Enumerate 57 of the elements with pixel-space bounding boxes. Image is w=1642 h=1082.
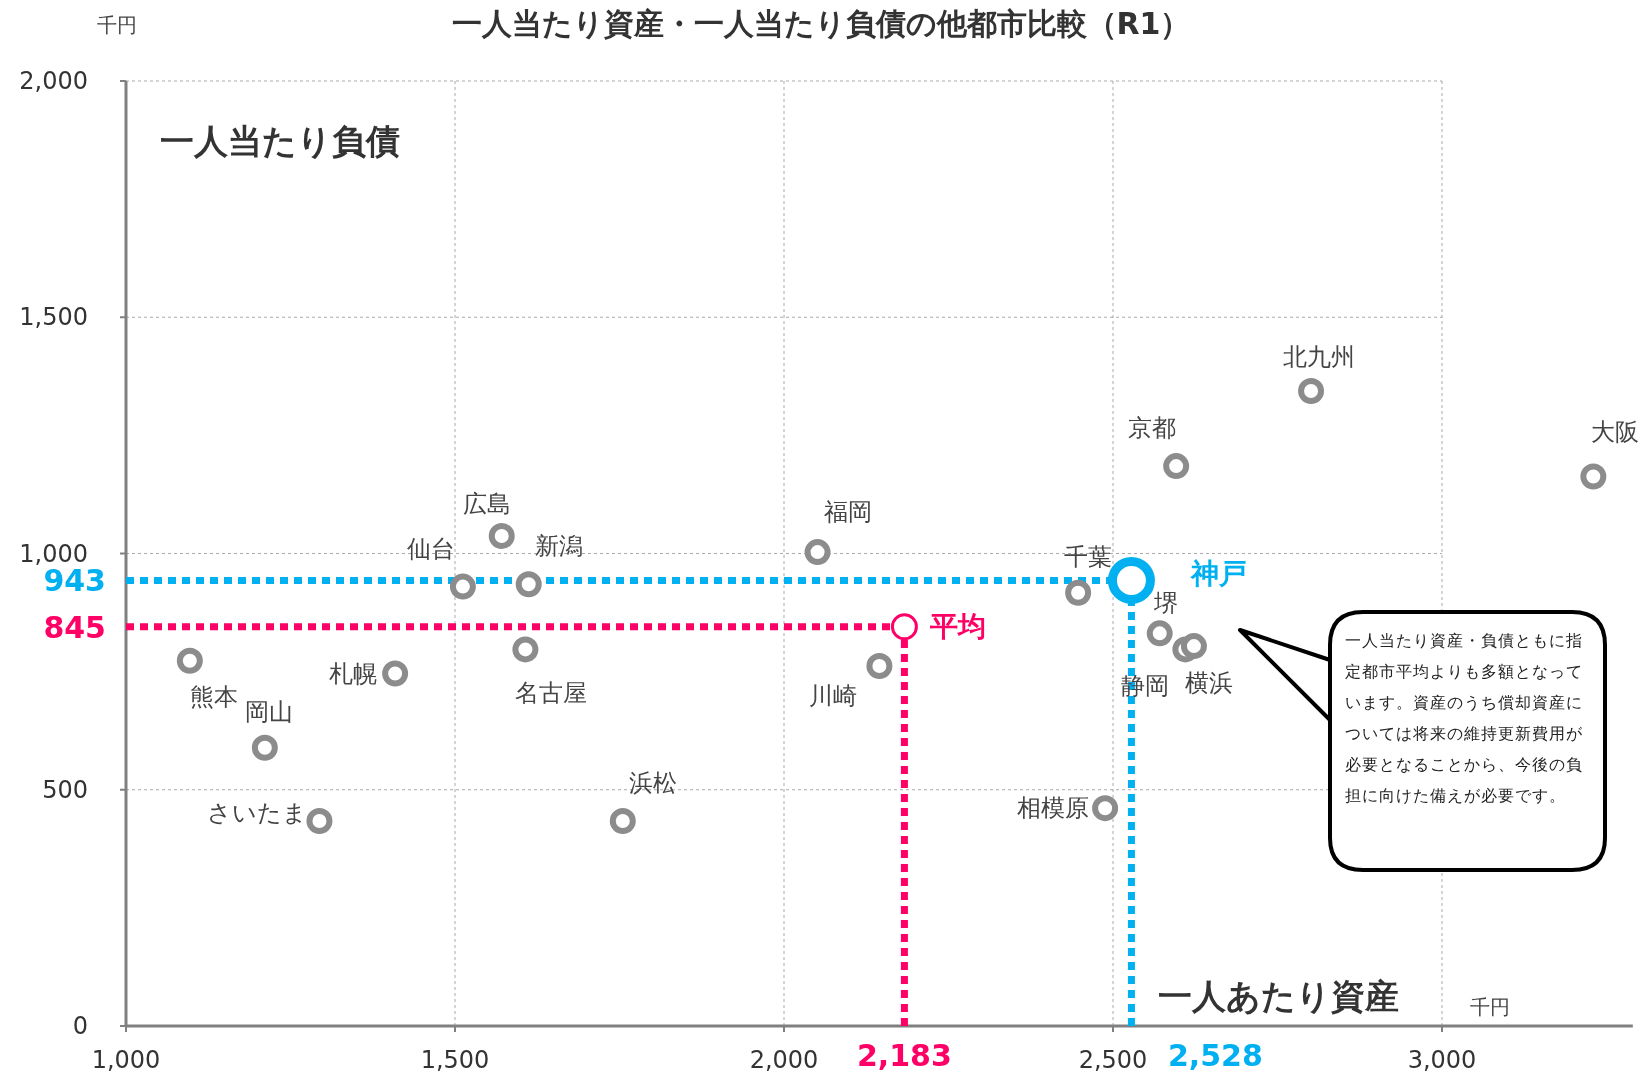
- point: [1092, 795, 1119, 822]
- x-axis-title: 一人あたり資産: [1158, 976, 1399, 1016]
- ref-line-label: 2,528: [1167, 1038, 1263, 1073]
- annotation: 静岡: [1121, 672, 1170, 701]
- annotation: 福岡: [823, 498, 872, 527]
- point: [1163, 453, 1190, 480]
- annotation: 広島: [462, 490, 511, 519]
- x-tick-label: 3,000: [1407, 1046, 1477, 1074]
- annotation: 千円: [1470, 995, 1510, 1019]
- annotation: 横浜: [1184, 669, 1233, 698]
- point: [488, 523, 515, 550]
- point: [609, 807, 636, 834]
- point: [1146, 620, 1173, 647]
- annotation: 名古屋: [515, 679, 588, 708]
- annotation: 岡山: [244, 697, 293, 726]
- annotation: 千葉: [1064, 542, 1113, 571]
- annotation: 一人当たり資産・負債ともに指定都市平均よりも多額となっています。資産のうち償却資産については将来の維持更新費用が必要となることから、今後の負担に向けた備えが必要です。: [1345, 630, 1584, 807]
- series-label: 神戸: [1189, 557, 1248, 591]
- annotation: 熊本: [189, 682, 238, 711]
- annotation: 新潟: [534, 532, 583, 561]
- point: [306, 807, 333, 834]
- point: [176, 647, 203, 674]
- y-axis-title: 一人当たり負債: [160, 121, 400, 161]
- point: [804, 539, 831, 566]
- point: [512, 636, 539, 663]
- y-tick-label: 500: [42, 775, 88, 804]
- annotation: 相模原: [1017, 794, 1090, 823]
- point: [1065, 579, 1092, 606]
- annotation: 仙台: [406, 534, 455, 563]
- x-tick-label: 1,000: [91, 1046, 161, 1074]
- point: [382, 660, 409, 687]
- x-tick-label: 1,500: [420, 1046, 490, 1074]
- annotation: 浜松: [628, 768, 677, 797]
- annotation: 北九州: [1283, 342, 1356, 371]
- point: [866, 652, 893, 679]
- ref-line-label: 2,183: [856, 1038, 952, 1073]
- point: [449, 573, 476, 600]
- chart-title: 一人当たり資産・一人当たり負債の他都市比較（R1）: [451, 6, 1191, 41]
- annotation: 札幌: [329, 659, 378, 688]
- text: 千円: [97, 13, 137, 37]
- y-tick-label: 0: [72, 1012, 88, 1040]
- x-tick-label: 2,000: [749, 1046, 819, 1074]
- point: [1580, 463, 1607, 490]
- y-tick-label: 1,500: [19, 303, 88, 332]
- point: [1180, 633, 1207, 660]
- y-tick-label: 2,000: [19, 67, 88, 95]
- point: [515, 571, 542, 598]
- annotation: 堺: [1152, 589, 1178, 618]
- series-label: 平均: [929, 609, 987, 643]
- x-tick-label: 2,500: [1078, 1046, 1148, 1074]
- annotation: 大阪: [1591, 418, 1640, 447]
- point: [251, 734, 278, 761]
- annotation: 京都: [1128, 414, 1177, 443]
- point: [1298, 377, 1325, 404]
- ref-line-label: 845: [43, 609, 106, 645]
- annotation: 川崎: [809, 681, 858, 710]
- annotation: さいたま: [207, 798, 308, 827]
